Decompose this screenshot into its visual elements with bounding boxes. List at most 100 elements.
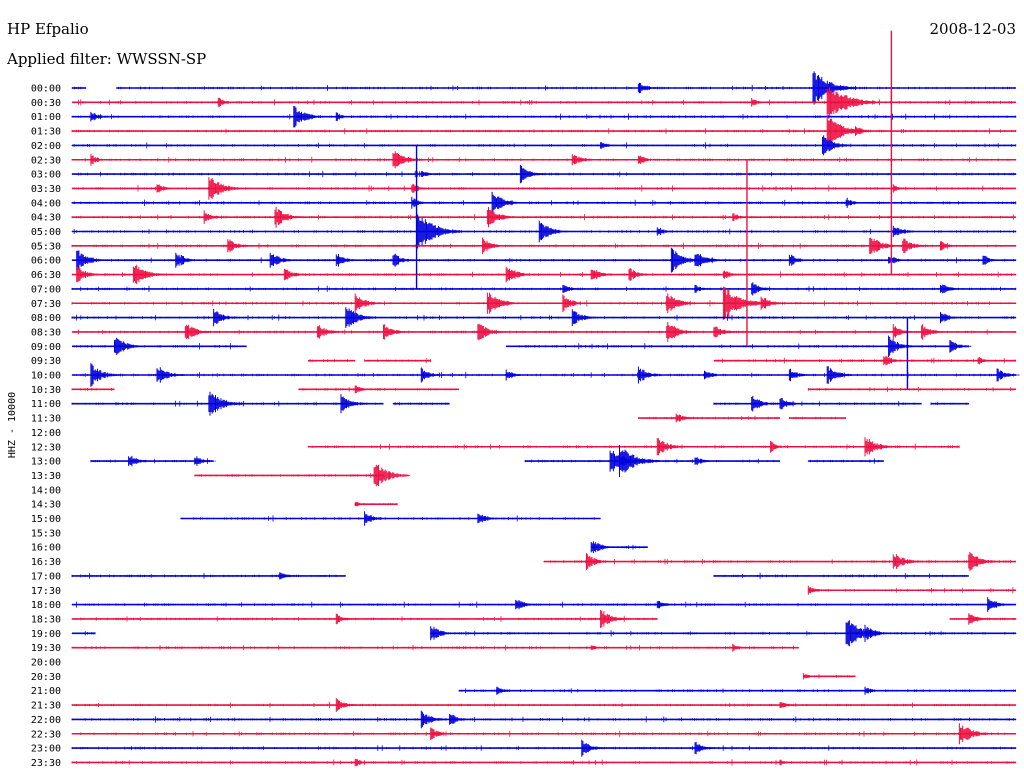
y-axis-label-text: HHZ - 10000 <box>7 392 18 458</box>
seismic-event <box>869 237 900 255</box>
seismic-event <box>864 624 890 642</box>
seismic-event <box>269 252 296 268</box>
trace-noise <box>789 416 845 420</box>
seismic-event <box>864 686 884 695</box>
seismic-event <box>940 284 962 294</box>
row-label: 14:00 <box>31 485 61 496</box>
seismic-event <box>807 585 829 595</box>
row-label: 12:30 <box>31 442 61 453</box>
row-label: 14:30 <box>31 500 61 511</box>
seismic-event <box>996 368 1020 382</box>
seismic-event <box>940 241 961 251</box>
seismic-event <box>968 551 999 572</box>
seismic-event <box>430 626 457 641</box>
seismic-event <box>571 309 599 326</box>
seismic-event <box>921 324 947 340</box>
seismic-event <box>779 702 799 708</box>
seismic-event <box>175 252 202 268</box>
row-label: 17:30 <box>31 586 61 597</box>
trace-noise <box>71 99 1017 106</box>
seismic-event <box>892 554 922 569</box>
seismic-event <box>335 698 359 712</box>
row-label: 03:30 <box>31 184 61 195</box>
date-label: 2008-12-03 <box>929 20 1016 38</box>
seismic-event <box>826 366 855 384</box>
seismic-event <box>90 363 122 387</box>
seismic-event <box>538 220 570 243</box>
row-label: 16:30 <box>31 557 61 568</box>
row-label: 08:30 <box>31 327 61 338</box>
row-label: 19:30 <box>31 643 61 654</box>
trace-noise <box>307 359 355 362</box>
seismic-event <box>208 177 243 200</box>
trace-noise <box>71 730 1017 737</box>
seismic-event <box>694 457 716 466</box>
seismic-event <box>519 164 547 184</box>
seismic-event <box>722 270 744 279</box>
seismic-event <box>637 155 660 164</box>
seismic-event <box>666 293 697 314</box>
seismic-event <box>732 213 751 222</box>
seismic-event <box>656 227 678 236</box>
row-label: 13:00 <box>31 457 61 468</box>
seismic-event <box>704 370 725 380</box>
row-label: 11:30 <box>31 414 61 425</box>
trace-noise <box>71 388 115 391</box>
seismic-event <box>812 71 857 105</box>
seismic-event <box>751 395 778 412</box>
seismic-event <box>449 714 471 725</box>
seismic-event <box>335 613 357 625</box>
row-label: 11:00 <box>31 399 61 410</box>
seismic-event <box>760 296 786 310</box>
seismic-event <box>184 324 214 340</box>
seismic-event <box>227 239 252 253</box>
row-label: 16:00 <box>31 543 61 554</box>
seismic-event <box>420 171 440 178</box>
seismic-event <box>562 284 584 293</box>
row-label: 01:30 <box>31 127 61 138</box>
seismic-event <box>779 398 803 410</box>
seismic-event <box>335 112 355 121</box>
seismic-event <box>482 237 508 255</box>
traces <box>71 30 1020 767</box>
row-label: 20:00 <box>31 658 61 669</box>
row-labels: 00:00 00:30 01:00 01:30 02:00 02:30 03:00 03:30… <box>31 84 61 769</box>
seismic-event <box>666 322 697 342</box>
row-label: 18:00 <box>31 600 61 611</box>
seismic-event <box>822 135 853 156</box>
seismic-event <box>420 710 448 729</box>
row-label: 00:00 <box>31 84 61 95</box>
trace-noise <box>713 572 968 580</box>
row-label: 12:00 <box>31 428 61 439</box>
seismic-event <box>156 367 185 383</box>
seismic-event <box>335 253 360 267</box>
seismic-event <box>279 572 298 580</box>
trace-noise <box>71 113 1017 120</box>
seismic-event <box>845 197 867 208</box>
seismic-event <box>373 464 410 487</box>
seismic-event <box>562 294 588 312</box>
seismic-event <box>675 413 697 423</box>
trace-noise <box>713 400 922 407</box>
row-label: 02:30 <box>31 155 61 166</box>
row-label: 10:30 <box>31 385 61 396</box>
trace-noise <box>71 631 95 636</box>
seismic-event <box>968 613 991 625</box>
seismic-event <box>864 437 896 457</box>
trace-noise <box>505 343 969 350</box>
seismic-event <box>496 686 515 695</box>
seismic-event <box>751 98 770 107</box>
seismic-event <box>203 210 226 224</box>
trace-noise <box>71 86 86 90</box>
seismic-event <box>274 206 306 228</box>
row-label: 03:00 <box>31 170 61 181</box>
seismic-event <box>128 455 152 467</box>
seismic-event <box>619 445 660 478</box>
seismic-event <box>208 391 244 416</box>
seismic-event <box>628 268 652 281</box>
seismic-event <box>411 183 433 193</box>
seismic-event <box>803 673 820 680</box>
trace-noise <box>71 759 1017 766</box>
row-label: 23:00 <box>31 744 61 755</box>
station-title: HP Efpalio <box>7 20 89 38</box>
